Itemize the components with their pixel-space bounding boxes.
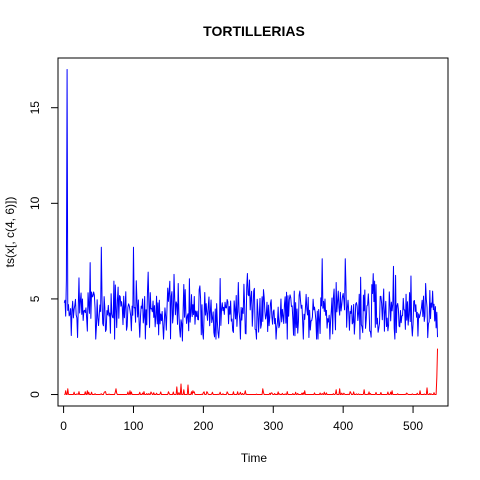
plot-frame — [57, 57, 449, 407]
x-tick-label: 0 — [60, 419, 67, 433]
y-axis: 0 5 10 15 — [28, 101, 59, 398]
x-tick-label: 400 — [333, 419, 353, 433]
series-line-blue — [63, 68, 439, 342]
x-tick-label: 200 — [193, 419, 213, 433]
y-axis-label: ts(x[, c(4, 6)]) — [3, 197, 17, 268]
chart-title: TORTILLERIAS — [203, 23, 305, 39]
series-layer — [63, 68, 439, 396]
x-axis: 0 100 200 300 400 500 — [60, 405, 423, 433]
x-tick-label: 500 — [403, 419, 423, 433]
x-tick-label: 300 — [263, 419, 283, 433]
y-tick-label: 10 — [28, 196, 42, 210]
series-line-red — [64, 348, 439, 396]
y-tick-label: 0 — [28, 391, 42, 398]
y-tick-label: 15 — [28, 101, 42, 115]
x-axis-label: Time — [241, 451, 268, 465]
y-tick-label: 5 — [28, 295, 42, 302]
x-tick-label: 100 — [123, 419, 143, 433]
